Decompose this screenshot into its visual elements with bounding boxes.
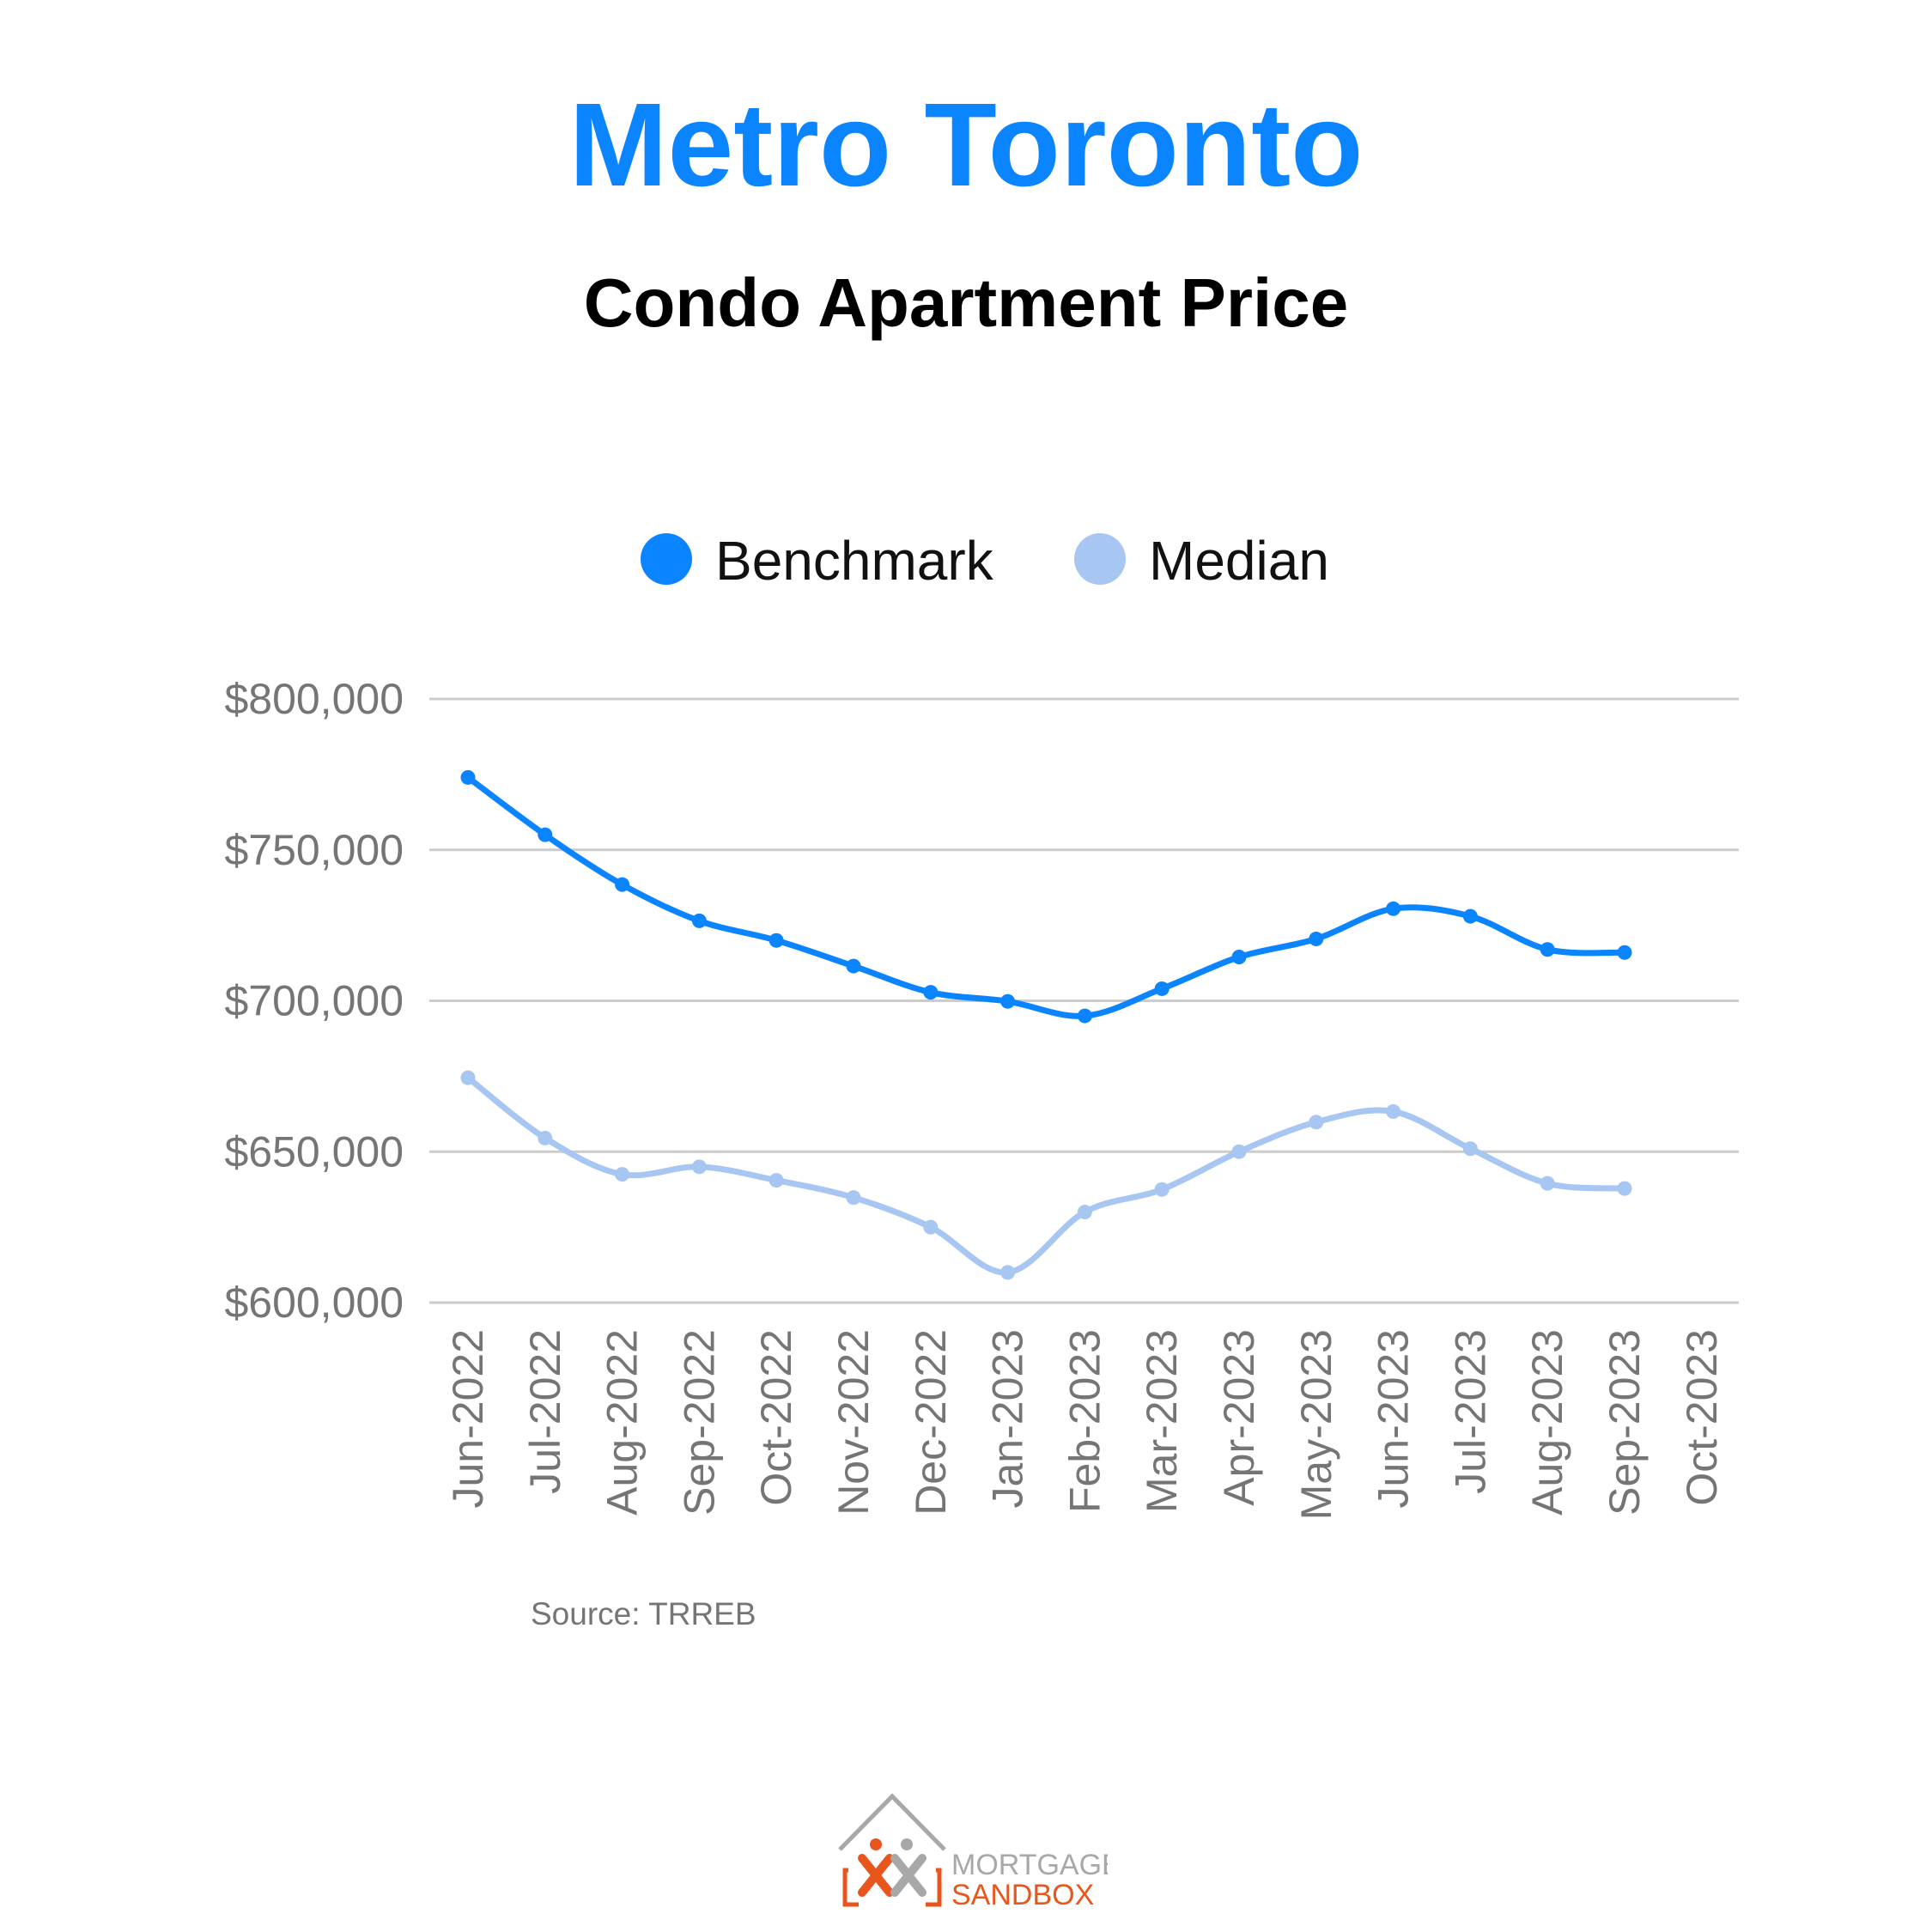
data-point-median (1540, 1176, 1555, 1191)
x-tick-label: Jul-2022 (521, 1329, 569, 1494)
legend-marker-median (1074, 533, 1126, 585)
legend-label-benchmark: Benchmark (715, 530, 994, 592)
data-point-benchmark (1386, 901, 1401, 916)
data-point-median (1309, 1115, 1324, 1130)
x-tick-label: Nov-2022 (829, 1329, 878, 1516)
logo-text-sandbox: SANDBOX (951, 1879, 1094, 1911)
data-point-benchmark (691, 913, 707, 928)
data-point-benchmark (1231, 950, 1247, 965)
x-tick-label: Sep-2023 (1601, 1329, 1649, 1516)
legend-marker-benchmark (641, 533, 692, 585)
chart-subtitle: Condo Apartment Price (583, 264, 1349, 341)
person-head-orange-icon (870, 1838, 882, 1850)
x-tick-label: Jun-2022 (444, 1329, 492, 1509)
data-point-benchmark (1077, 1008, 1092, 1024)
data-point-benchmark (769, 933, 784, 948)
x-tick-label: Oct-2023 (1678, 1329, 1726, 1506)
house-roof-icon (838, 1793, 946, 1851)
data-point-median (615, 1167, 630, 1182)
data-point-median (1077, 1205, 1092, 1220)
x-tick-label: Jan-2023 (984, 1329, 1032, 1509)
y-axis: $600,000 $650,000 $700,000 $750,000 $800,000 (224, 675, 404, 1327)
data-point-median (1000, 1265, 1016, 1280)
x-axis: Jun-2022 Jul-2022 Aug-2022 Sep-2022 Oct-2022… (444, 1329, 1726, 1520)
x-tick-label: Aug-2023 (1523, 1329, 1571, 1516)
grid-lines (429, 697, 1739, 1304)
data-point-benchmark (1617, 945, 1632, 960)
data-point-median (1462, 1141, 1478, 1157)
data-point-benchmark (460, 769, 476, 785)
x-tick-label: Sep-2022 (675, 1329, 723, 1516)
data-point-median (846, 1190, 861, 1206)
data-point-benchmark (1540, 942, 1555, 957)
series-line-benchmark (465, 774, 1628, 1019)
data-point-median (460, 1070, 476, 1085)
line-chart: Benchmark Median $600,000 $650,000 $700,000… (224, 530, 1739, 1631)
x-tick-label: Oct-2022 (752, 1329, 800, 1506)
y-tick-label: $600,000 (224, 1279, 404, 1327)
data-point-median (1154, 1182, 1170, 1197)
person-x-orange-icon-2 (858, 1854, 894, 1897)
person-head-gray-icon (901, 1838, 913, 1850)
data-point-median (1617, 1181, 1632, 1196)
data-point-benchmark (1309, 931, 1324, 946)
data-point-median (1386, 1104, 1401, 1120)
x-tick-label: May-2023 (1292, 1329, 1340, 1520)
legend: Benchmark Median (641, 530, 1329, 592)
x-tick-label: Aug-2022 (598, 1329, 647, 1516)
y-tick-label: $800,000 (224, 675, 404, 723)
data-point-benchmark (923, 985, 939, 1000)
logo-text-mortgage: MORTGAGE (951, 1849, 1108, 1881)
data-point-benchmark (1000, 993, 1016, 1009)
source-note: Source: TRREB (531, 1596, 756, 1631)
data-point-benchmark (846, 958, 861, 974)
bracket-left-icon (842, 1868, 859, 1907)
data-point-median (769, 1173, 784, 1188)
y-tick-label: $700,000 (224, 977, 404, 1025)
x-tick-label: Feb-2023 (1060, 1329, 1109, 1513)
mortgage-sandbox-logo: MORTGAGE SANDBOX (838, 1793, 1108, 1911)
legend-label-median: Median (1149, 530, 1329, 592)
x-tick-label: Mar-2023 (1138, 1329, 1186, 1513)
y-tick-label: $650,000 (224, 1127, 404, 1176)
data-point-benchmark (615, 877, 630, 892)
x-tick-label: Jun-2023 (1370, 1329, 1418, 1509)
data-point-benchmark (1462, 908, 1478, 924)
data-point-median (1231, 1144, 1247, 1159)
series-line-median (465, 1074, 1628, 1276)
data-point-benchmark (538, 827, 553, 842)
x-tick-label: Jul-2023 (1446, 1329, 1494, 1494)
bracket-right-icon (926, 1868, 942, 1907)
chart-title: Metro Toronto (568, 79, 1364, 211)
data-point-median (923, 1219, 939, 1235)
data-point-benchmark (1154, 981, 1170, 996)
person-x-gray-icon-2 (890, 1854, 927, 1897)
series-group (460, 769, 1632, 1280)
data-point-median (691, 1159, 707, 1175)
y-tick-label: $750,000 (224, 826, 404, 874)
data-point-median (538, 1130, 553, 1145)
x-tick-label: Dec-2022 (907, 1329, 955, 1516)
x-tick-label: Apr-2023 (1215, 1329, 1263, 1506)
